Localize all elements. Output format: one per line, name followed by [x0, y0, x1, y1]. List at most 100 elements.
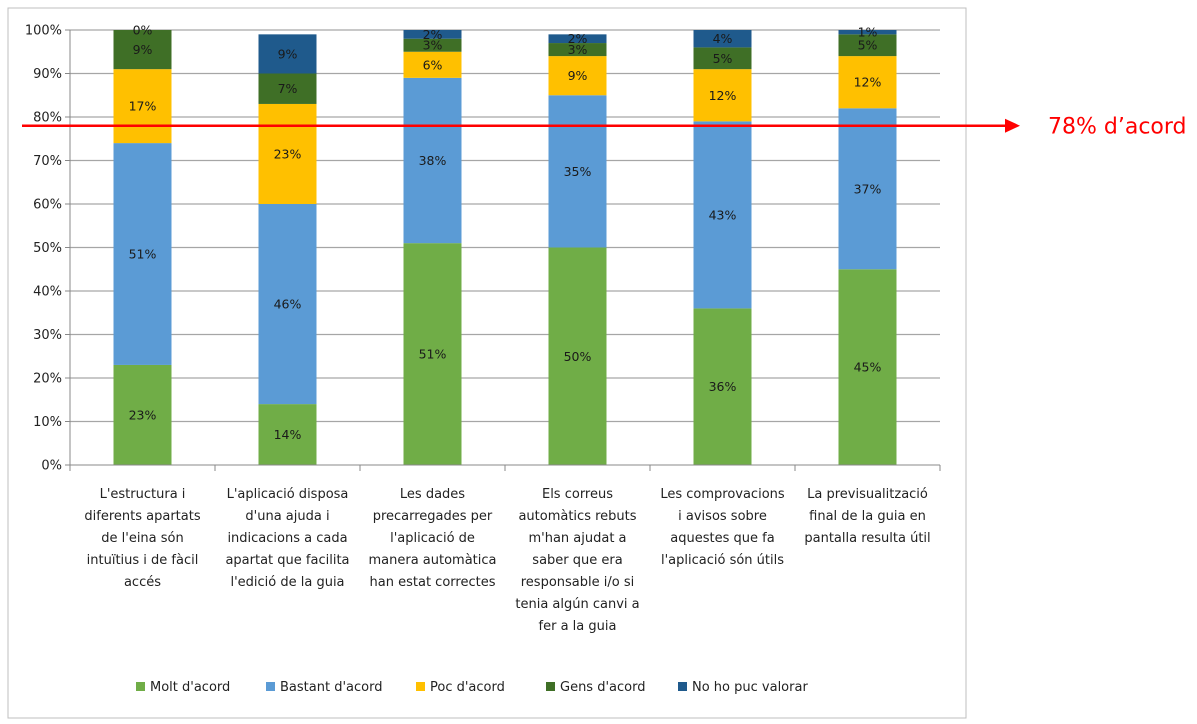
- data-label: 23%: [274, 146, 302, 161]
- legend-swatch: [266, 682, 275, 691]
- legend-label: Gens d'acord: [560, 680, 645, 695]
- y-tick-label: 40%: [33, 285, 62, 300]
- bar-segment: [113, 364, 172, 465]
- x-tick-label: L'aplicació disposa d'una ajuda i indicaci…: [225, 487, 349, 590]
- annotation: 78% d’acord: [22, 115, 1187, 140]
- data-label: 0%: [133, 23, 153, 38]
- legend-swatch: [136, 682, 145, 691]
- axes: [69, 30, 941, 471]
- bar-segment: [113, 30, 172, 70]
- data-label: 12%: [854, 75, 882, 90]
- bar-stack: 36% 43% 12% 5% 4%: [693, 30, 752, 465]
- y-tick-label: 90%: [33, 67, 62, 82]
- bar-segment: [258, 73, 317, 104]
- bar-segment: [693, 308, 752, 465]
- data-label: 5%: [713, 51, 733, 66]
- legend-label: Bastant d'acord: [280, 680, 382, 695]
- bar-segment: [548, 34, 607, 44]
- y-tick-label: 60%: [33, 198, 62, 213]
- x-tick-label: Els correus automàtics rebuts m'han ajudat…: [515, 487, 639, 634]
- data-label: 36%: [709, 379, 737, 394]
- legend-item: Bastant d'acord: [266, 680, 382, 695]
- annotation-label: 78% d’acord: [1048, 115, 1187, 140]
- y-tick-label: 30%: [33, 328, 62, 343]
- data-label: 2%: [423, 27, 443, 42]
- bar-segment: [403, 77, 462, 244]
- y-tick-label: 80%: [33, 111, 62, 126]
- gridlines: [70, 29, 940, 423]
- bar-segment: [113, 143, 172, 365]
- bar-segment: [258, 204, 317, 405]
- bar-segment: [403, 51, 462, 78]
- legend-swatch: [546, 682, 555, 691]
- data-label: 51%: [129, 247, 157, 262]
- data-label: 17%: [129, 99, 157, 114]
- data-label: 46%: [274, 297, 302, 312]
- bar-stack: 23% 51% 17% 9% 0%: [113, 23, 172, 465]
- legend-label: Molt d'acord: [150, 680, 230, 695]
- legend-item: Poc d'acord: [416, 680, 505, 695]
- x-tick-label: Les dades precarregades per l'aplicació de…: [368, 487, 496, 590]
- data-label: 9%: [568, 68, 588, 83]
- bar-segment: [548, 43, 607, 57]
- legend-item: Gens d'acord: [546, 680, 645, 695]
- y-axis-ticks: 0% 10% 20% 30% 40% 50% 60% 70% 80% 90% 100%: [25, 24, 70, 474]
- bar-segment: [403, 38, 462, 52]
- data-label: 6%: [423, 57, 443, 72]
- data-label: 9%: [133, 42, 153, 57]
- bar-segment: [258, 103, 317, 204]
- legend-item: No ho puc valorar: [678, 680, 808, 695]
- data-label: 51%: [419, 347, 447, 362]
- bar-segment: [548, 56, 607, 96]
- data-label: 3%: [423, 38, 443, 53]
- data-label: 38%: [419, 153, 447, 168]
- bar-segment: [838, 34, 897, 57]
- bar-stack: 45% 37% 12% 5%1%: [838, 25, 897, 465]
- x-axis-labels: L'estructura i diferents apartats de l'ein…: [84, 487, 930, 634]
- bar-stack: 14% 46% 23% 7% 9%: [258, 34, 317, 465]
- data-label: 35%: [564, 164, 592, 179]
- x-tick-label: L'estructura i diferents apartats de l'ein…: [84, 487, 200, 590]
- legend-label: No ho puc valorar: [692, 680, 808, 695]
- bar-segment: [693, 121, 752, 309]
- y-tick-label: 100%: [25, 24, 62, 39]
- y-tick-label: 20%: [33, 372, 62, 387]
- bar-segment: [113, 69, 172, 144]
- data-label: 3%: [568, 42, 588, 57]
- data-label: 37%: [854, 181, 882, 196]
- data-label: 2%: [568, 31, 588, 46]
- data-label: 9%: [278, 46, 298, 61]
- bar-segment: [258, 34, 317, 74]
- bar-segment: [548, 95, 607, 248]
- y-tick-label: 50%: [33, 241, 62, 256]
- x-tick-label: La previsualització final de la guia en pa…: [804, 487, 930, 546]
- bar-segment: [838, 56, 897, 109]
- bar-stack: 51% 38% 6% 3%2%: [403, 27, 462, 465]
- data-label: 50%: [564, 349, 592, 364]
- legend-swatch: [678, 682, 687, 691]
- bar-segment: [403, 243, 462, 465]
- x-tick-label: Les comprovacions i avisos sobre aquestes …: [660, 487, 785, 568]
- data-label: 4%: [713, 31, 733, 46]
- bar-segment: [693, 30, 752, 48]
- bar-segment: [838, 108, 897, 270]
- bar-segment: [693, 69, 752, 122]
- bar-segment: [403, 30, 462, 39]
- data-label: 45%: [854, 360, 882, 375]
- data-label: 12%: [709, 88, 737, 103]
- bar-segment: [838, 269, 897, 465]
- bar-segment: [258, 404, 317, 465]
- data-label: 7%: [278, 81, 298, 96]
- annotation-arrowhead: [1005, 118, 1020, 133]
- data-label: 1%: [858, 25, 878, 40]
- data-label: 14%: [274, 427, 302, 442]
- bar-segment: [548, 247, 607, 465]
- bars: 23%51%17%9%0%14%46%23%7%9%51%38%6%3%2%50…: [113, 23, 897, 465]
- y-tick-label: 10%: [33, 415, 62, 430]
- legend-label: Poc d'acord: [430, 680, 505, 695]
- legend: Molt d'acord Bastant d'acord Poc d'acord Ge…: [136, 680, 808, 695]
- legend-item: Molt d'acord: [136, 680, 230, 695]
- y-tick-label: 70%: [33, 154, 62, 169]
- bar-segment: [693, 47, 752, 70]
